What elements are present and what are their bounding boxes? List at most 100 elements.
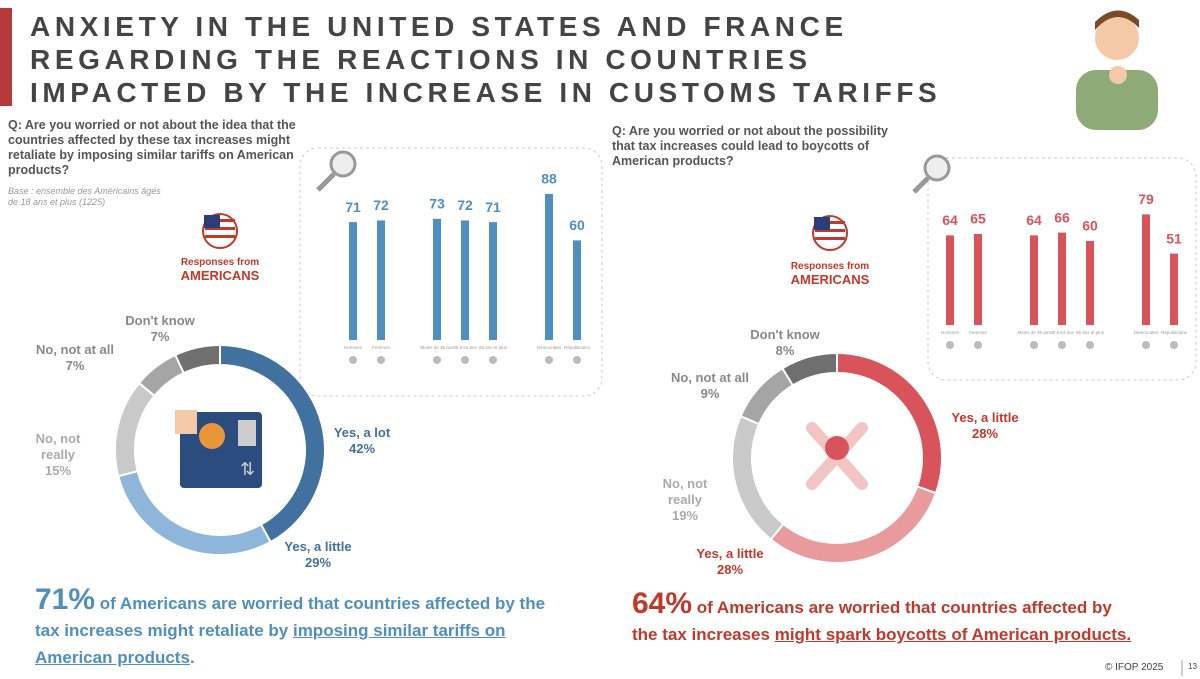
donut-segment: [731, 414, 785, 541]
summary-text: of Americans are worried that countries …: [632, 598, 1112, 644]
category-label: No, not really: [662, 476, 708, 507]
category-label: Don't know: [750, 327, 820, 342]
donut-label: No, not really 15%: [28, 431, 88, 479]
donut-segment: [173, 343, 221, 375]
bar-panel: [299, 147, 603, 397]
value-label: 7%: [65, 358, 85, 373]
person-icon: [433, 356, 441, 364]
bar-value: 65: [970, 211, 986, 227]
donut-label: Yes, a little 29%: [278, 539, 358, 571]
title-line: IMPACTED BY THE INCREASE IN CUSTOMS TARI…: [30, 77, 942, 108]
person-icon: [573, 356, 581, 364]
bar-category: Hommes: [344, 345, 363, 350]
bar-category: 35 à 64 ans: [453, 345, 477, 350]
donut-label: Yes, a little 28%: [940, 410, 1030, 442]
summary-text: of Americans are worried that countries …: [35, 594, 546, 640]
bar: [377, 220, 385, 340]
person-icon: [1030, 341, 1038, 349]
person-icon: [946, 341, 954, 349]
title-accent: [0, 8, 12, 106]
bar-panel: [927, 157, 1197, 381]
title-line: ANXIETY IN THE UNITED STATES AND FRANCE: [30, 11, 848, 42]
page-number: 13: [1188, 662, 1197, 671]
value-label: 28%: [971, 426, 999, 441]
bar: [1170, 253, 1178, 325]
bar-value: 64: [942, 212, 958, 228]
respondents: Responses from AMERICANS: [770, 261, 890, 287]
bar: [573, 240, 581, 340]
value-label: 7%: [150, 329, 170, 344]
respondents: Responses from AMERICANS: [160, 257, 280, 283]
donut-label: No, not really 19%: [655, 476, 715, 524]
value-label: 15%: [44, 463, 72, 478]
us-flag: [202, 213, 238, 249]
bar-category: Républicains: [1161, 330, 1188, 335]
magnifier-icon: [316, 150, 357, 192]
person-icon: [349, 356, 357, 364]
category-label: Yes, a little: [284, 539, 352, 554]
donut-segment: [114, 381, 156, 478]
thinking-person: [1076, 10, 1158, 130]
bar-value: 64: [1026, 212, 1042, 228]
category-label: Don't know: [125, 313, 195, 328]
bar-category: Démocrates: [537, 345, 562, 350]
respondents-prefix: Responses from: [790, 261, 870, 272]
bar: [461, 220, 469, 340]
category-label: Yes, a lot: [333, 425, 391, 440]
donut-segment: [781, 351, 838, 387]
person-icon: [1142, 341, 1150, 349]
respondents-group: AMERICANS: [180, 268, 260, 283]
bar-category: Hommes: [941, 330, 960, 335]
category-label: Yes, a little: [951, 410, 1019, 425]
category-label: Yes, a little: [696, 546, 764, 561]
bar-category: Moins de 35 ans: [420, 345, 454, 350]
bar-value: 60: [569, 217, 585, 233]
summary-highlight: imposing similar tariffs on American pro…: [35, 621, 506, 667]
copyright: © IFOP 2025: [1105, 662, 1164, 673]
arrows-glyph: ⇅: [240, 459, 255, 479]
donut-label: No, not at all 9%: [660, 370, 760, 402]
donut-label: Yes, a little 28%: [685, 546, 775, 578]
value-label: 28%: [716, 562, 744, 577]
base-note: Base : ensemble des Américains âgés de 1…: [8, 186, 161, 207]
bar-value: 73: [429, 196, 445, 212]
respondents-group: AMERICANS: [790, 272, 870, 287]
bar-category: Femmes: [372, 345, 390, 350]
bar-category: Moins de 35 ans: [1017, 330, 1051, 335]
person-icon: [1086, 341, 1094, 349]
title-line: REGARDING THE REACTIONS IN COUNTRIES: [30, 44, 812, 75]
person-icon: [1170, 341, 1178, 349]
bar-value: 71: [345, 199, 361, 215]
us-flag: [812, 215, 848, 251]
summary-figure: 64%: [632, 587, 693, 620]
bar-category: Républicains: [564, 345, 591, 350]
value-label: 29%: [304, 555, 332, 570]
category-label: No, not at all: [36, 342, 114, 357]
value-label: 9%: [700, 386, 720, 401]
question: Q: Are you worried or not about the poss…: [612, 124, 888, 168]
bar-category: 35 à 64 ans: [1050, 330, 1074, 335]
cross-icon: [806, 422, 868, 490]
summary-end: .: [189, 648, 195, 667]
category-label: No, not really: [35, 431, 81, 462]
bar-category: 65 ans et plus: [1076, 330, 1105, 335]
donut-label: Don't know 7%: [120, 313, 200, 345]
summary: 64% of Americans are worried that countr…: [632, 587, 1132, 648]
bar: [1086, 241, 1094, 325]
donut-label: Don't know 8%: [740, 327, 830, 359]
summary-highlight: might spark boycotts of American product…: [774, 625, 1132, 644]
person-icon: [377, 356, 385, 364]
person-icon: [461, 356, 469, 364]
bar: [974, 234, 982, 325]
bar-category: 65 ans et plus: [479, 345, 508, 350]
bar-value: 79: [1138, 191, 1154, 207]
magnifier-icon: [912, 154, 951, 194]
bar-category: Démocrates: [1134, 330, 1159, 335]
bar-value: 72: [373, 197, 389, 213]
bar: [1142, 214, 1150, 325]
person-icon: [974, 341, 982, 349]
payment-icon: ⇅: [175, 410, 262, 488]
respondents-prefix: Responses from: [180, 257, 260, 268]
